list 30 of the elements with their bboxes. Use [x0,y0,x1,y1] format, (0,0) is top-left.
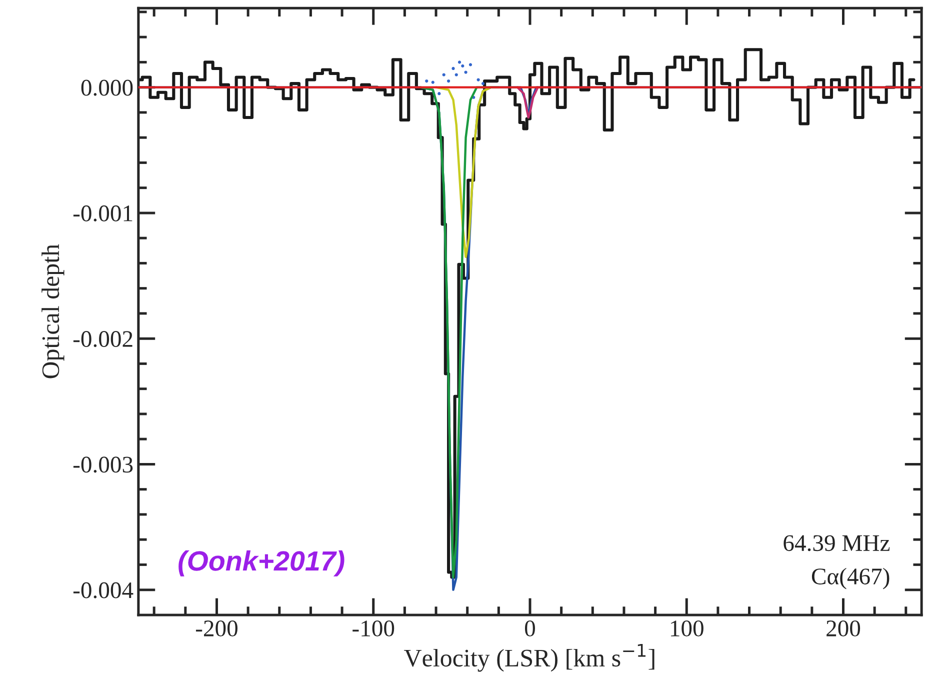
point [431,80,434,84]
y-tick-label: -0.003 [73,456,133,473]
point [446,79,450,83]
point [468,63,472,66]
x-tick-label: 0 [524,620,535,636]
point [452,66,455,70]
x-tick-label: 200 [826,620,860,636]
point [476,78,480,82]
x-tick-label: -200 [196,620,238,636]
point [461,64,464,68]
annotation: Cα(467) [812,568,890,590]
y-axis-title: Optical depth [42,244,64,378]
point [464,70,468,74]
x-tick-label: 100 [670,620,704,636]
y-tick-label: -0.004 [73,582,134,598]
line-series [516,86,539,119]
point [442,73,446,76]
annotation: 64.39 MHz [784,535,890,552]
y-tick-label: -0.002 [73,331,132,348]
point [454,73,458,76]
line-series [434,86,492,258]
y-tick-label: -0.001 [73,205,132,222]
point [425,79,428,83]
point [458,60,462,64]
annotation: (Oonk+2017) [178,550,344,576]
x-tick-label: -100 [352,620,394,636]
point [481,82,485,86]
y-tick-label: 0.000 [81,80,133,96]
x-axis-title: Velocity (LSR) [km s$^{−1}$] [404,644,654,672]
point [438,92,441,96]
